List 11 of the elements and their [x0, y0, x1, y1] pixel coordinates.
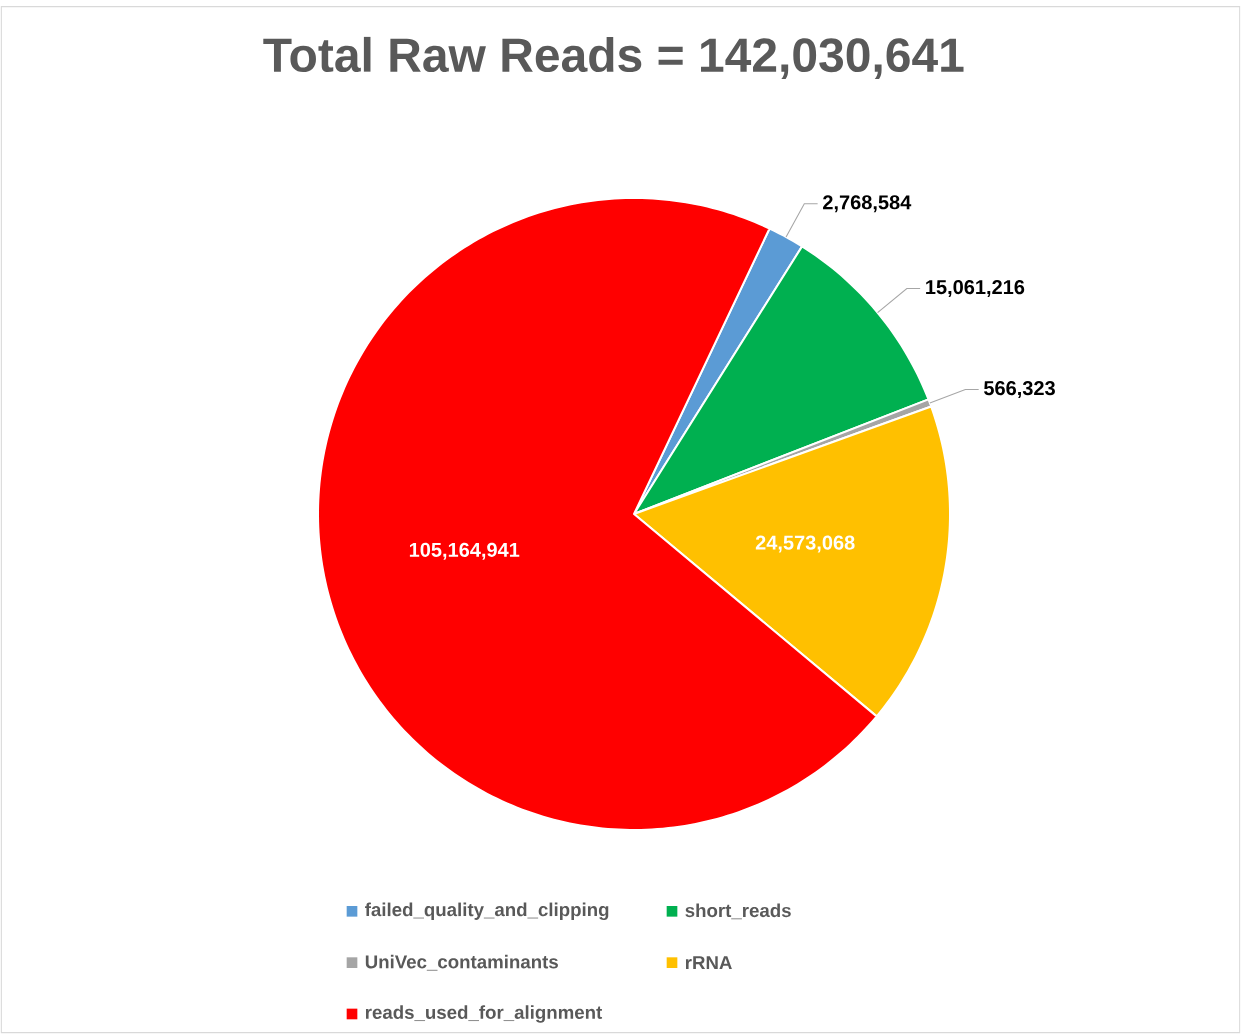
data-label: 2,768,584: [823, 195, 912, 213]
legend-label: short_reads: [685, 903, 791, 920]
data-label: 566,323: [983, 381, 1055, 399]
legend-label: UniVec_contaminants: [365, 954, 558, 971]
legend-label: rRNA: [685, 956, 732, 970]
data-label: 105,164,941: [409, 542, 520, 560]
data-label: 24,573,068: [755, 535, 855, 553]
data-label: 15,061,216: [926, 279, 1025, 298]
legend-label: failed_quality_and_clipping: [365, 902, 609, 921]
legend-label: reads_used_for_alignment: [365, 1005, 603, 1023]
chart-title: Total Raw Reads = 142,030,641: [263, 36, 964, 80]
